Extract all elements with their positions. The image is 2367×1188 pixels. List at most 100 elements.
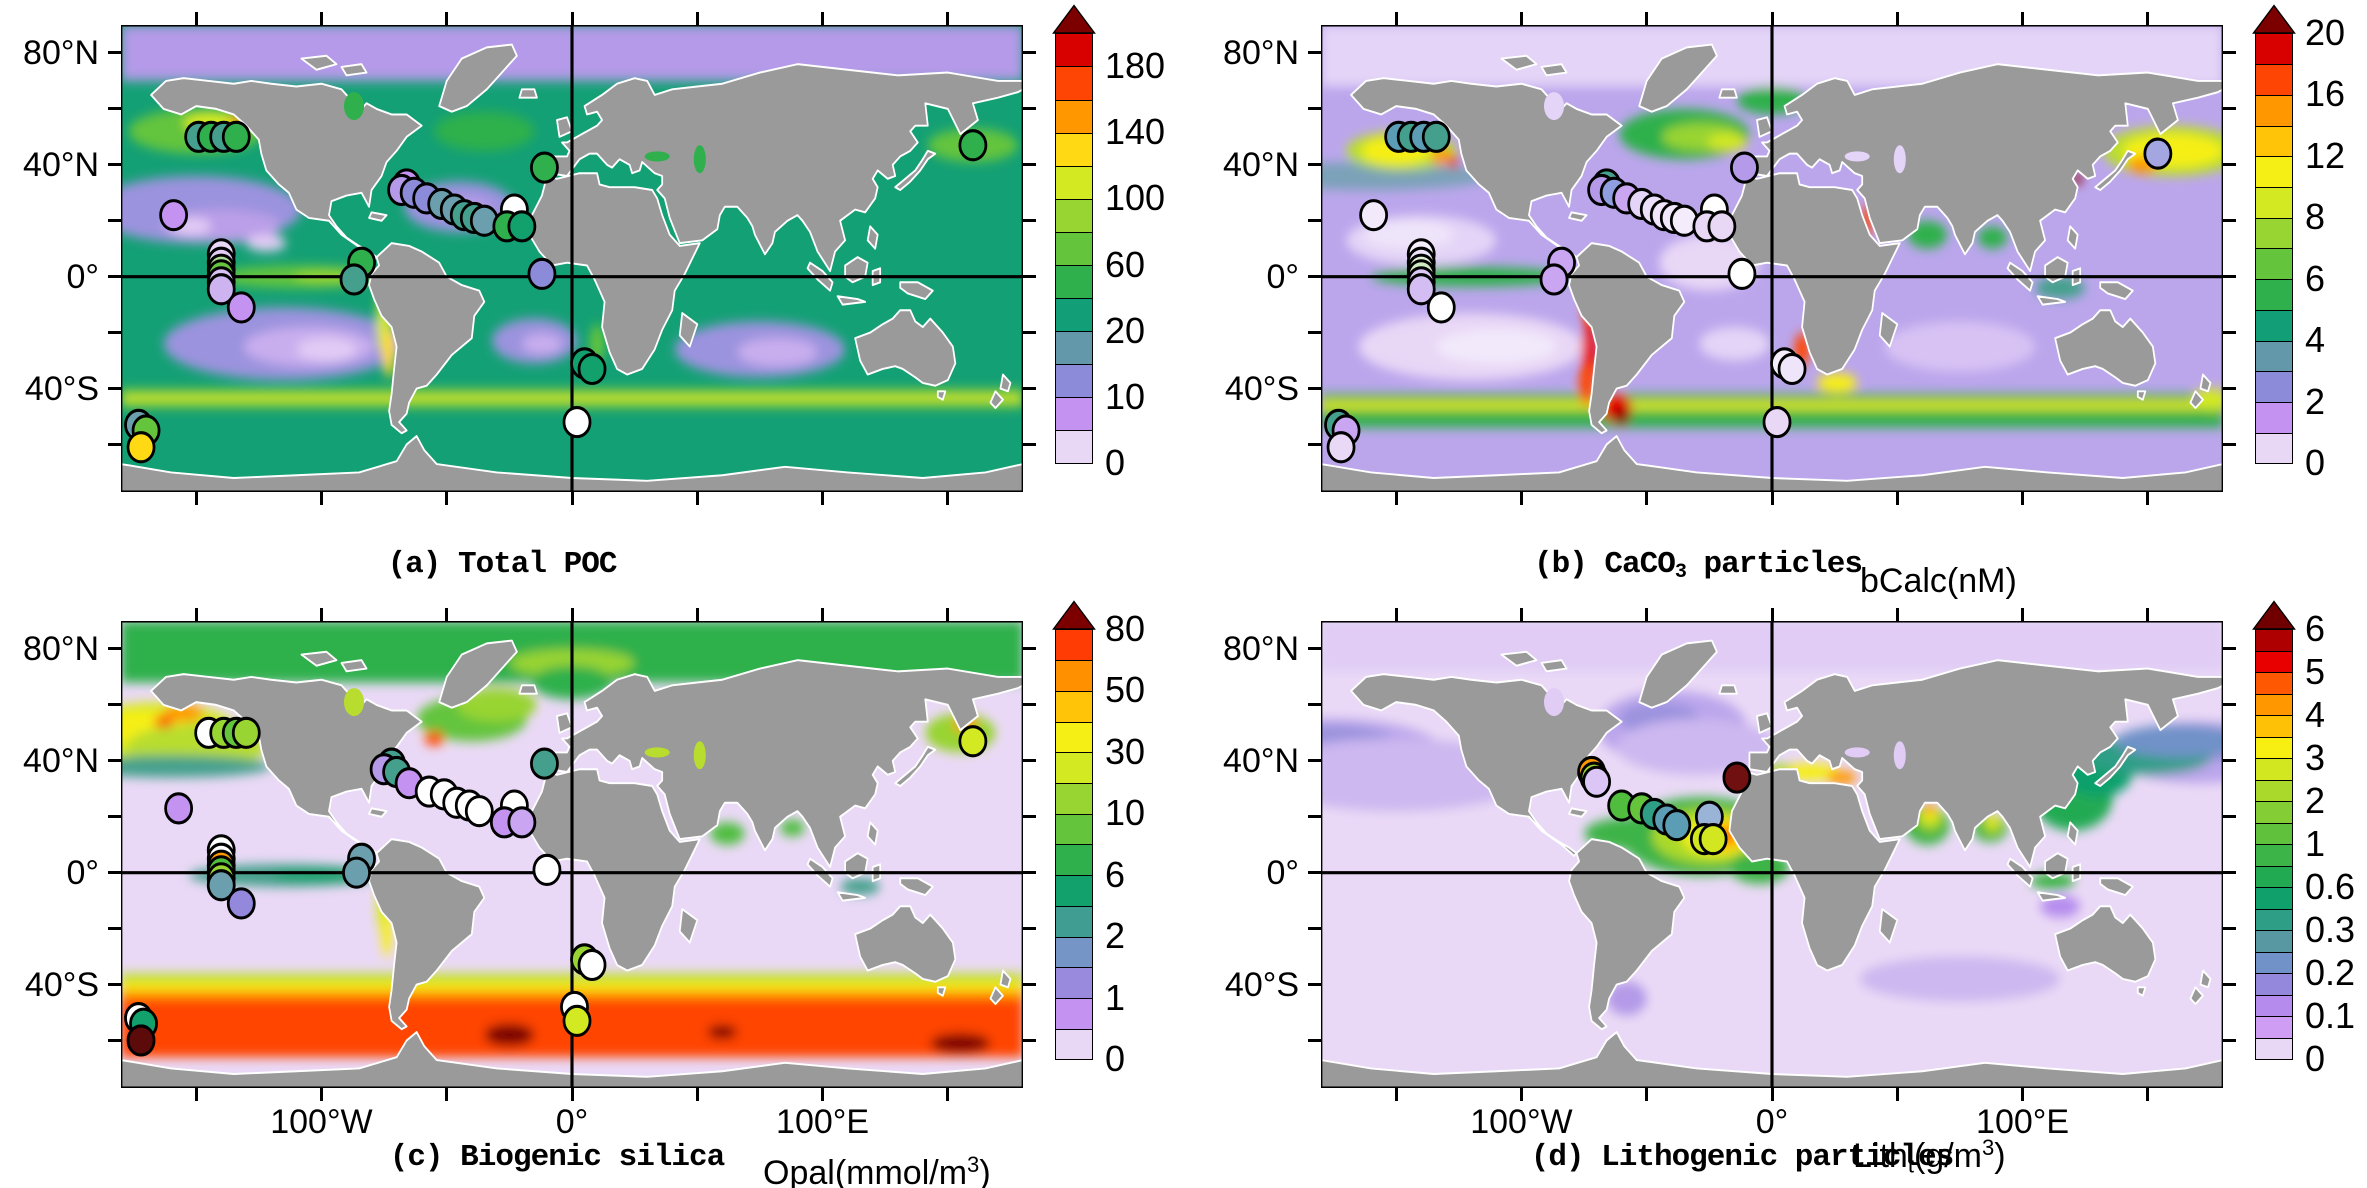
text-segment: bCalc(nM) (1860, 562, 2017, 600)
colorbar-tick-label: 100 (1105, 177, 1166, 219)
colorbar-segment (1055, 264, 1093, 299)
axis-tick (108, 927, 121, 931)
hudson-bay (1543, 688, 1565, 717)
panel-caption-b: (b) CaCO3 particles (1534, 547, 1863, 584)
axis-tick (108, 647, 121, 651)
colorbar-segment (1055, 429, 1093, 465)
colorbar-unit-b: bCalc(nM) (1860, 562, 2017, 601)
lat-axis-label: 80°N (1223, 33, 1299, 72)
axis-tick (2021, 608, 2025, 621)
colorbar-segment (1055, 690, 1093, 723)
colorbar-segment (2255, 844, 2293, 867)
station-point (1582, 765, 1612, 798)
colorbar-segment (1055, 165, 1093, 200)
station-point (1698, 823, 1728, 856)
colorbar-segment (1055, 33, 1093, 68)
axis-tick (1023, 275, 1036, 279)
field-patch (381, 911, 392, 957)
axis-tick (108, 759, 121, 763)
axis-tick (946, 608, 950, 621)
colorbar-segment (2255, 715, 2293, 738)
station-point (1777, 352, 1807, 386)
colorbar-segment (2255, 887, 2293, 910)
axis-tick (445, 492, 449, 505)
continents (121, 43, 1023, 492)
station-point (530, 747, 559, 780)
continents (121, 639, 1023, 1088)
colorbar-segment (2255, 672, 2293, 695)
axis-tick (1308, 703, 1321, 707)
field-patch (1921, 806, 1939, 821)
station-point (1406, 273, 1436, 306)
field-patch (707, 1025, 738, 1040)
lat-axis-label: 80°N (1223, 629, 1299, 668)
colorbar-segment (1055, 997, 1093, 1030)
station-point (530, 151, 559, 184)
axis-tick (2223, 703, 2236, 707)
black-sea (644, 747, 670, 758)
colorbar-segment (1055, 198, 1093, 233)
axis-tick (1770, 12, 1774, 25)
black-sea (1844, 747, 1870, 758)
axis-tick (570, 608, 574, 621)
lat-axis-label: 80°N (23, 629, 99, 668)
field-patch (1321, 162, 1492, 190)
station-point (507, 210, 537, 243)
station-point (1421, 120, 1451, 153)
axis-tick (2223, 1038, 2236, 1042)
axis-tick (2146, 492, 2150, 505)
colorbar-segment (2255, 801, 2293, 824)
station-point (464, 795, 494, 828)
colorbar-segment (2255, 1037, 2293, 1061)
field-patch (1363, 220, 1454, 249)
map-panel-d (1321, 621, 2223, 1088)
axis-tick (1023, 51, 1036, 55)
colorbar-tick-label: 1 (1105, 976, 1126, 1018)
colorbar-tick-label: 60 (1105, 243, 1146, 285)
station-point (126, 1024, 156, 1057)
axis-tick (1023, 871, 1036, 875)
colorbar-segment (2255, 693, 2293, 717)
axis-tick (1895, 12, 1899, 25)
colorbar-segment (2255, 186, 2293, 219)
colorbar-overflow-triangle (2252, 600, 2296, 630)
panel-caption-c: (c) Biogenic silica (389, 1140, 725, 1175)
hudson-bay (343, 92, 365, 121)
axis-tick (821, 608, 825, 621)
axis-tick (1023, 219, 1036, 223)
axis-tick (108, 107, 121, 111)
text-segment: (g/m (1913, 1137, 1982, 1176)
colorbar-segment (1055, 721, 1093, 754)
field-patch (1817, 373, 1858, 393)
colorbar-segment (2255, 650, 2293, 674)
station-point (339, 263, 369, 296)
lon-axis-label: 100°E (776, 1103, 870, 1141)
axis-tick (108, 815, 121, 819)
axis-tick (1645, 1088, 1649, 1101)
colorbar-tick-label: 1 (2305, 823, 2326, 864)
colorbar-tick-label: 0.2 (2305, 952, 2356, 993)
axis-tick (695, 12, 699, 25)
field-patch (1612, 408, 1631, 425)
axis-tick (1770, 1088, 1774, 1101)
axis-tick (1519, 1088, 1523, 1101)
axis-tick (1394, 12, 1398, 25)
colorbar-overflow-triangle (2252, 4, 2296, 34)
colorbar-tick-label: 0.6 (2305, 866, 2356, 907)
axis-tick (2146, 608, 2150, 621)
lon-axis-label: 0° (1755, 1103, 1789, 1141)
colorbar-segment (1055, 905, 1093, 938)
axis-tick (695, 608, 699, 621)
axis-tick (445, 1088, 449, 1101)
axis-tick (570, 12, 574, 25)
text-segment: (c) Biogenic silica (389, 1140, 725, 1175)
axis-tick (1394, 1088, 1398, 1101)
axis-tick (1308, 219, 1321, 223)
field-patch (1986, 815, 1999, 826)
axis-tick (570, 492, 574, 505)
colorbar-segment (2255, 217, 2293, 250)
colorbar-segment (2255, 736, 2293, 760)
colorbar-segment (2255, 951, 2293, 975)
station-point (1722, 761, 1752, 794)
field-patch (521, 334, 562, 354)
